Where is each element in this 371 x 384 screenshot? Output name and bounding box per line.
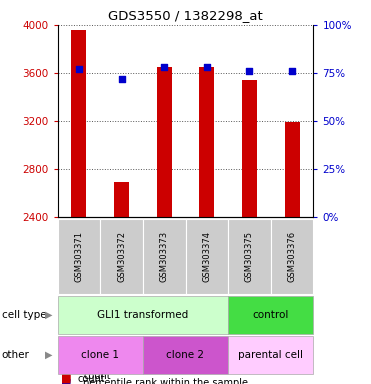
Text: ▶: ▶ [45,310,52,320]
Bar [199,67,214,217]
Text: count: count [83,371,111,381]
Text: control: control [253,310,289,320]
Text: parental cell: parental cell [238,350,303,360]
Text: clone 2: clone 2 [167,350,204,360]
Bar [114,182,129,217]
Text: GSM303376: GSM303376 [288,231,297,282]
Text: clone 1: clone 1 [81,350,119,360]
Text: GSM303375: GSM303375 [245,231,254,282]
Text: other: other [2,350,30,360]
Text: GSM303374: GSM303374 [202,231,211,282]
Bar [242,80,257,217]
Bar [285,122,300,217]
Text: cell type: cell type [2,310,46,320]
Point [204,64,210,70]
Text: GSM303371: GSM303371 [74,231,83,282]
Text: GLI1 transformed: GLI1 transformed [97,310,188,320]
Point [289,68,295,74]
Text: GSM303372: GSM303372 [117,231,126,282]
Text: count: count [78,374,105,384]
Title: GDS3550 / 1382298_at: GDS3550 / 1382298_at [108,9,263,22]
Text: GSM303373: GSM303373 [160,231,169,282]
Text: percentile rank within the sample: percentile rank within the sample [83,378,249,384]
Point [76,66,82,72]
Text: ■: ■ [61,378,72,384]
Bar [71,30,86,217]
Point [161,64,167,70]
Bar [157,67,172,217]
Point [247,68,253,74]
Text: ▶: ▶ [45,350,52,360]
Text: ■: ■ [61,374,72,384]
Point [119,76,125,82]
Text: ■: ■ [61,371,72,381]
